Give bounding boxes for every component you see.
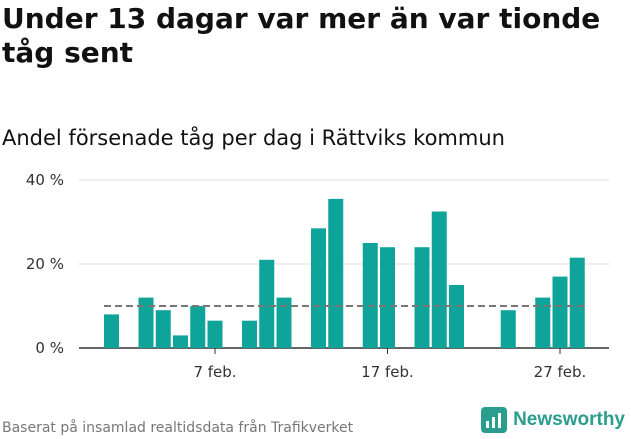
bar: [449, 285, 464, 348]
bar-chart: 0 % 20 % 40 % 7 feb. 17 feb. 27 feb.: [26, 171, 609, 381]
bar: [207, 320, 223, 348]
bar-chart-icon: [481, 407, 508, 433]
y-tick-label: 20 %: [26, 255, 64, 273]
bar: [311, 228, 326, 348]
bar: [173, 335, 188, 348]
bar: [552, 276, 568, 348]
x-axis-ticks: [214, 348, 561, 354]
bars: [104, 198, 585, 348]
bar: [155, 310, 171, 348]
chart-title: Under 13 dagar var mer än var tionde tåg…: [2, 2, 601, 69]
x-tick-label: 7 feb.: [193, 363, 236, 381]
y-tick-label: 0 %: [35, 339, 64, 357]
source-note: Baserat på insamlad realtidsdata från Tr…: [2, 420, 354, 436]
brand-name: Newsworthy: [513, 409, 625, 430]
bar: [328, 198, 344, 348]
bar: [104, 314, 119, 348]
bar: [362, 243, 378, 348]
bar: [431, 211, 447, 348]
x-tick-label: 27 feb.: [534, 363, 587, 381]
x-axis-labels: 7 feb. 17 feb. 27 feb.: [193, 363, 586, 381]
bar: [138, 297, 154, 348]
y-tick-label: 40 %: [26, 171, 64, 189]
x-tick-label: 17 feb.: [361, 363, 414, 381]
bar: [242, 320, 257, 348]
bar: [190, 306, 206, 348]
bar: [569, 257, 585, 348]
bar: [414, 247, 430, 348]
bar: [380, 247, 395, 348]
y-axis-labels: 0 % 20 % 40 %: [26, 171, 64, 357]
bar: [500, 310, 516, 348]
chart-subtitle: Andel försenade tåg per dag i Rättviks k…: [2, 126, 505, 150]
bar: [259, 259, 275, 348]
bar: [276, 297, 292, 348]
brand-logo: Newsworthy: [481, 407, 625, 433]
bar: [535, 297, 551, 348]
